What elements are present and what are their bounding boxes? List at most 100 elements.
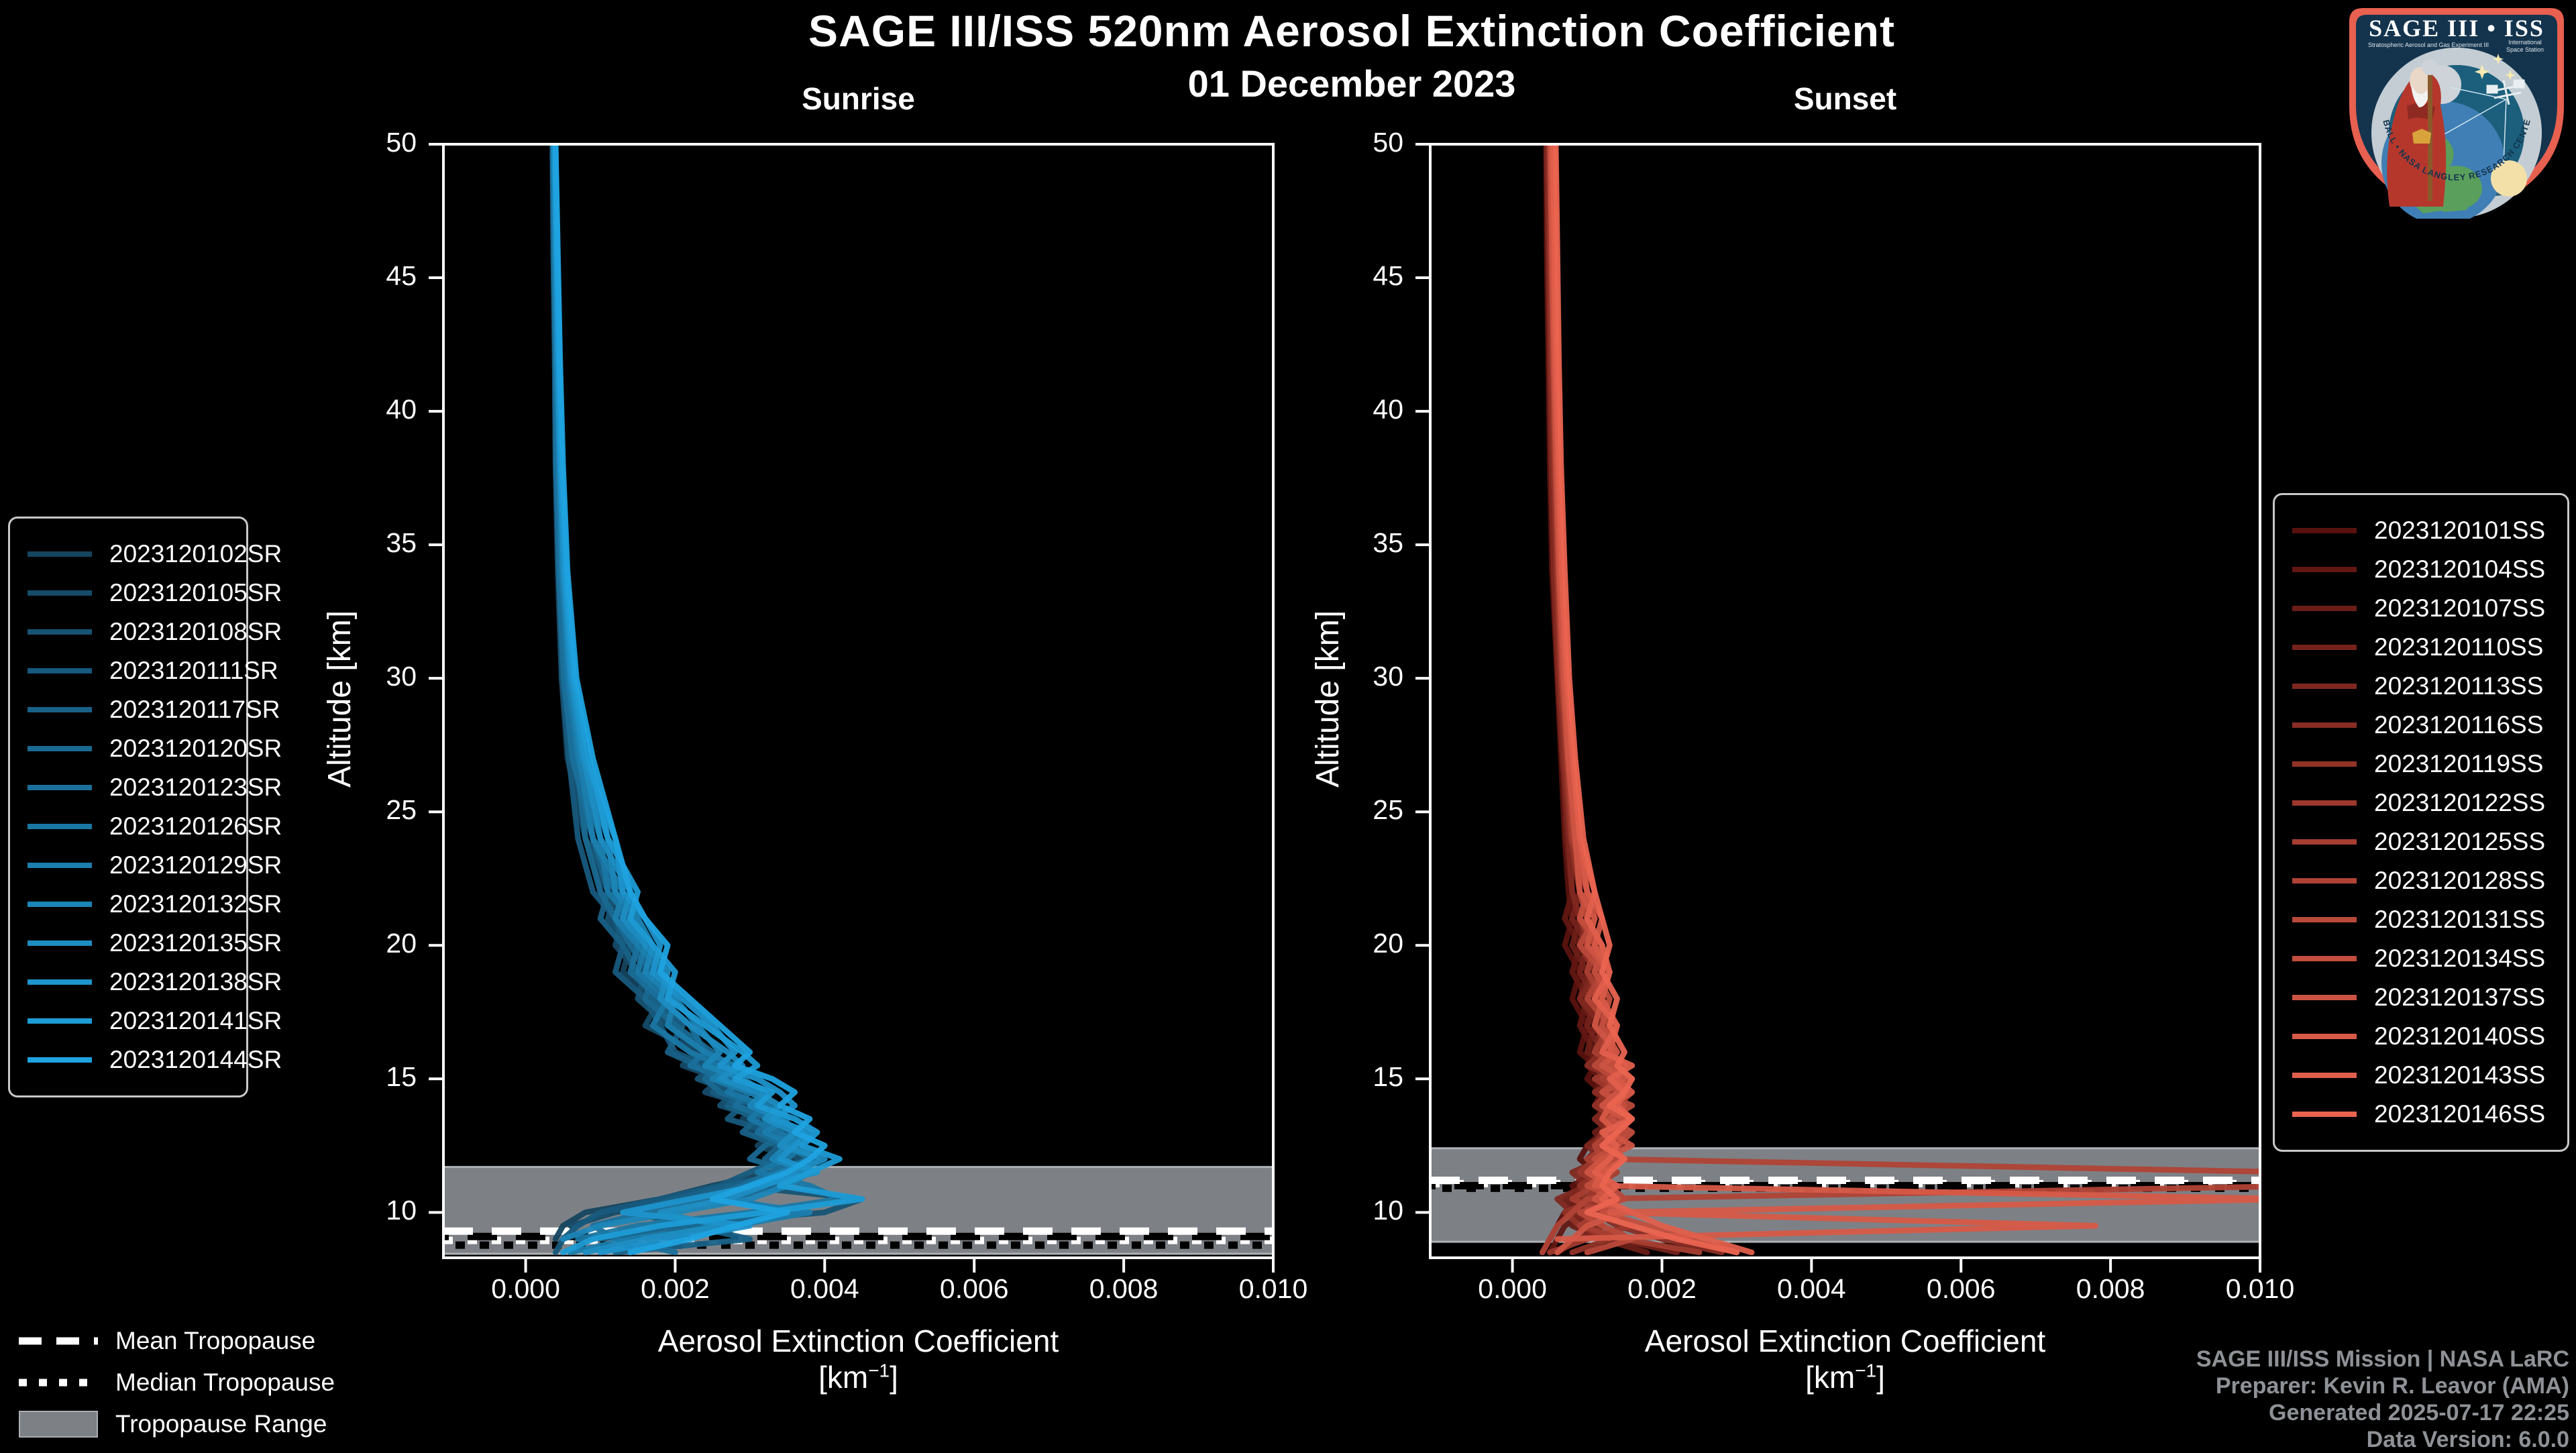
legend-item: 2023120135SR — [22, 924, 282, 963]
legend-item: 2023120143SS — [2287, 1056, 2555, 1095]
legend-label: 2023120137SS — [2374, 983, 2546, 1011]
legend-item: 2023120144SR — [22, 1040, 282, 1079]
sage-iss-patch-icon: SAGE III • ISS Stratospheric Aerosol and… — [2339, 0, 2564, 225]
legend-line-swatch-icon — [2292, 917, 2357, 922]
legend-label: 2023120146SS — [2374, 1100, 2546, 1128]
y-axis-label-sunrise: Altitude [km] — [322, 610, 358, 788]
legend-label: 2023120117SR — [109, 696, 280, 723]
profile-2023120138SR — [551, 144, 820, 1256]
legend-line-swatch-icon — [2292, 1034, 2357, 1039]
sunset-plot — [1415, 143, 2261, 1273]
legend-line-swatch-icon — [2292, 684, 2357, 689]
attribution: SAGE III/ISS Mission | NASA LaRC Prepare… — [2196, 1346, 2569, 1453]
legend-item: 2023120128SS — [2287, 861, 2555, 900]
y-tick-label: 50 — [1373, 127, 1403, 158]
y-tick-label: 20 — [386, 928, 417, 959]
legend-line-swatch-icon — [28, 824, 92, 829]
y-tick-label: 45 — [1373, 260, 1403, 292]
tropopause-legend: Mean Tropopause Median Tropopause Tropop… — [19, 1320, 335, 1445]
tropopause-range-legend-item: Tropopause Range — [19, 1403, 335, 1445]
legend-label: 2023120129SR — [109, 851, 282, 879]
legend-line-swatch-icon — [2292, 722, 2357, 728]
mean-tropopause-legend-item: Mean Tropopause — [19, 1320, 335, 1362]
x-tick-label: 0.004 — [1777, 1273, 1846, 1304]
legend-item: 2023120138SR — [22, 963, 282, 1002]
patch-subtitle-left: Stratospheric Aerosol and Gas Experiment… — [2368, 42, 2489, 48]
legend-line-swatch-icon — [28, 863, 92, 868]
profile-2023120105SR — [550, 144, 806, 1229]
legend-line-swatch-icon — [28, 1018, 92, 1024]
legend-item: 2023120134SS — [2287, 939, 2555, 978]
sunrise-curves — [549, 144, 865, 1256]
mean-tropopause-label: Mean Tropopause — [115, 1327, 316, 1354]
x-tick-label: 0.002 — [641, 1273, 710, 1304]
legend-label: 2023120125SS — [2374, 828, 2546, 855]
legend-item: 2023120102SR — [22, 535, 282, 574]
legend-line-swatch-icon — [2292, 878, 2357, 883]
legend-label: 2023120126SR — [109, 812, 282, 840]
legend-item: 2023120116SS — [2287, 706, 2555, 745]
legend-item: 2023120117SR — [22, 690, 280, 729]
legend-line-swatch-icon — [28, 668, 92, 674]
legend-line-swatch-icon — [28, 629, 92, 635]
median-tropopause-legend-item: Median Tropopause — [19, 1362, 335, 1403]
legend-line-swatch-icon — [28, 902, 92, 907]
legend-label: 2023120101SS — [2374, 517, 2546, 544]
legend-item: 2023120110SS — [2287, 628, 2555, 667]
legend-label: 2023120110SS — [2374, 633, 2544, 661]
y-tick-label: 40 — [386, 394, 417, 425]
y-tick-label: 50 — [386, 127, 417, 158]
legend-line-swatch-icon — [2292, 956, 2357, 961]
legend-item: 2023120101SS — [2287, 511, 2555, 550]
legend-item: 2023120119SS — [2287, 745, 2555, 784]
legend-line-swatch-icon — [2292, 800, 2357, 806]
page-title: SAGE III/ISS 520nm Aerosol Extinction Co… — [808, 6, 1895, 56]
profile-2023120146SS — [1552, 144, 1740, 1256]
profile-2023120143SS — [1550, 144, 1755, 1256]
legend-label: 2023120116SS — [2374, 711, 2544, 739]
legend-item: 2023120140SS — [2287, 1017, 2555, 1056]
legend-item: 2023120113SS — [2287, 667, 2555, 706]
legend-line-swatch-icon — [2292, 995, 2357, 1000]
profile-2023120128SS — [1539, 144, 2260, 1256]
legend-line-swatch-icon — [2292, 839, 2357, 845]
legend-line-swatch-icon — [28, 940, 92, 946]
x-tick-label: 0.002 — [1627, 1273, 1697, 1304]
legend-label: 2023120144SR — [109, 1046, 282, 1073]
legend-item: 2023120126SR — [22, 807, 282, 846]
legend-line-swatch-icon — [28, 979, 92, 985]
x-axis-label-sunrise: Aerosol Extinction Coefficient [km−1] — [657, 1324, 1059, 1395]
legend-item: 2023120131SS — [2287, 900, 2555, 939]
tropopause-range-swatch-icon — [19, 1411, 98, 1438]
legend-label: 2023120104SS — [2374, 555, 2546, 583]
x-tick-label: 0.000 — [491, 1273, 560, 1304]
x-tick-label: 0.010 — [1238, 1273, 1308, 1304]
profile-2023120134SS — [1550, 144, 1740, 1256]
legend-label: 2023120111SR — [109, 657, 278, 684]
legend-line-swatch-icon — [2292, 761, 2357, 767]
y-tick-label: 10 — [1373, 1195, 1403, 1226]
legend-item: 2023120146SS — [2287, 1095, 2555, 1134]
legend-label: 2023120123SR — [109, 773, 282, 801]
legend-label: 2023120122SS — [2374, 789, 2546, 816]
father-time-figure — [2387, 59, 2447, 207]
legend-label: 2023120108SR — [109, 618, 282, 645]
legend-label: 2023120134SS — [2374, 945, 2546, 972]
x-axis-label-sunset: Aerosol Extinction Coefficient [km−1] — [1644, 1324, 2046, 1395]
panel-title-sunrise: Sunrise — [802, 81, 915, 116]
y-axis-label-sunset: Altitude [km] — [1310, 610, 1346, 788]
y-tick-label: 10 — [386, 1195, 417, 1226]
profile-2023120126SR — [550, 144, 843, 1242]
iss-icon — [2486, 79, 2525, 105]
page-subtitle: 01 December 2023 — [1187, 62, 1516, 105]
attribution-generated: Generated 2025-07-17 22:25 — [2269, 1400, 2569, 1425]
profile-2023120140SS — [1551, 144, 2260, 1242]
legend-label: 2023120119SS — [2374, 750, 2544, 777]
legend-label: 2023120113SS — [2374, 672, 2544, 700]
stars-icon — [2475, 54, 2516, 80]
mission-patch-logo: SAGE III • ISS Stratospheric Aerosol and… — [2339, 0, 2571, 225]
median-tropopause-dot-icon — [19, 1379, 98, 1387]
legend-label: 2023120135SR — [109, 929, 282, 957]
legend-item: 2023120132SR — [22, 885, 282, 924]
legend-label: 2023120107SS — [2374, 594, 2546, 622]
